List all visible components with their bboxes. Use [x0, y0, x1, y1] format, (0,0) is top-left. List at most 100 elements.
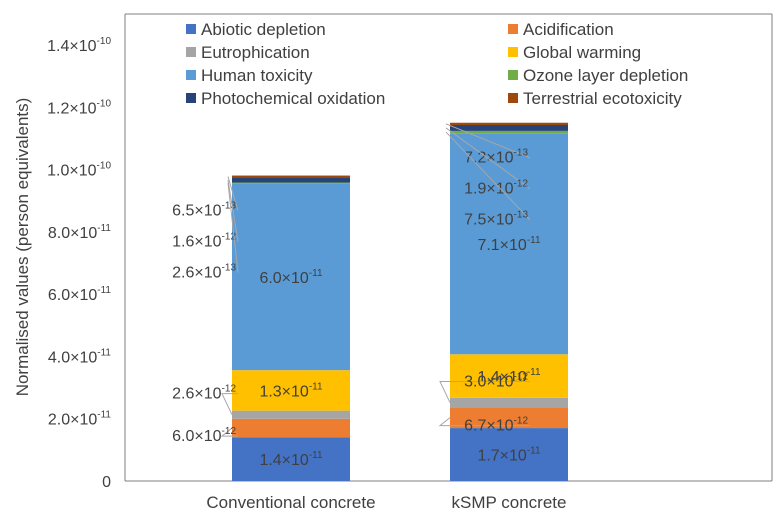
bar-segment — [450, 407, 568, 429]
data-label: 1.7×10-11 — [477, 446, 541, 465]
legend-swatch — [508, 93, 518, 103]
leader-line — [445, 127, 531, 190]
y-tick-label-exponent: -10 — [97, 161, 112, 172]
data-label-exponent: -11 — [309, 450, 323, 461]
y-tick-label-exponent: -11 — [97, 285, 111, 296]
leader-line — [220, 427, 238, 437]
data-label-base: 1.4×10 — [259, 452, 308, 469]
callout-label-base: 7.5×10 — [464, 212, 513, 229]
y-tick-label-base: 0 — [102, 474, 111, 491]
y-tick-label-base: 8.0×10 — [48, 225, 97, 242]
y-tick-label: 1.4×10-10 — [47, 36, 111, 55]
bar-segment — [450, 130, 568, 134]
data-label-exponent: -11 — [309, 381, 323, 392]
bar-segment — [450, 397, 568, 408]
data-label-base: 1.7×10 — [477, 448, 526, 465]
bar-segment — [232, 175, 350, 178]
leader-line — [227, 182, 239, 273]
bar-segment — [232, 437, 350, 481]
callout-label-exponent: -13 — [222, 263, 237, 274]
leader-line — [227, 179, 239, 242]
callout-labels: 6.0×10-122.6×10-126.5×10-131.6×10-122.6×… — [172, 123, 531, 445]
bar-segment — [450, 124, 568, 131]
data-label-exponent: -11 — [527, 235, 541, 246]
legend-swatch — [186, 93, 196, 103]
data-label: 1.3×10-11 — [259, 381, 323, 400]
data-label-base: 6.0×10 — [259, 270, 308, 287]
bar-segment — [450, 428, 568, 481]
legend-label: Global warming — [523, 43, 641, 62]
callout-label-base: 3.0×10 — [464, 374, 513, 391]
callout-label-base: 1.9×10 — [464, 181, 513, 198]
y-tick-label-base: 6.0×10 — [48, 287, 97, 304]
bar-segment — [232, 410, 350, 419]
legend-swatch — [186, 47, 196, 57]
leader-line — [439, 381, 530, 403]
legend-label: Eutrophication — [201, 43, 310, 62]
y-tick-label-base: 4.0×10 — [48, 349, 97, 366]
data-label-base: 1.3×10 — [259, 383, 308, 400]
callout-label: 6.5×10-13 — [172, 201, 236, 220]
bar-segment — [450, 354, 568, 398]
callout-label: 6.7×10-12 — [464, 416, 528, 435]
legend-label: Photochemical oxidation — [201, 89, 385, 108]
callout-label-exponent: -12 — [222, 232, 237, 243]
y-tick-label-exponent: -10 — [97, 98, 112, 109]
y-tick-label-exponent: -11 — [97, 223, 111, 234]
y-tick-label-exponent: -11 — [97, 410, 111, 421]
callout-label-base: 1.6×10 — [172, 234, 221, 251]
legend-label: Acidification — [523, 20, 614, 39]
data-label-exponent: -11 — [527, 367, 541, 378]
callout-label-exponent: -12 — [514, 179, 529, 190]
category-label: Conventional concrete — [206, 493, 375, 512]
data-label-base: 7.1×10 — [477, 237, 526, 254]
bar-segment — [232, 418, 350, 438]
y-tick-label-exponent: -11 — [97, 347, 111, 358]
callout-label-exponent: -12 — [514, 372, 529, 383]
leader-line — [227, 176, 239, 211]
callout-label-base: 6.0×10 — [172, 428, 221, 445]
legend-swatch — [508, 47, 518, 57]
callout-label: 1.6×10-12 — [172, 232, 236, 251]
leader-line — [445, 131, 531, 221]
bar-stacks — [232, 122, 568, 481]
callout-label-base: 2.6×10 — [172, 265, 221, 282]
data-label: 7.1×10-11 — [477, 235, 541, 254]
callout-label-exponent: -13 — [514, 148, 529, 159]
legend-label: Terrestrial ecotoxicity — [523, 89, 682, 108]
callout-label-exponent: -12 — [514, 416, 529, 427]
callout-label: 6.0×10-12 — [172, 426, 236, 445]
bar-segment — [232, 182, 350, 184]
legend-swatch — [186, 70, 196, 80]
y-axis-ticks: 02.0×10-114.0×10-116.0×10-118.0×10-111.0… — [47, 36, 111, 491]
y-tick-label: 1.0×10-10 — [47, 161, 111, 180]
y-tick-label: 2.0×10-11 — [48, 410, 112, 429]
y-tick-label-base: 2.0×10 — [48, 412, 97, 429]
category-labels: Conventional concrete kSMP concrete — [206, 493, 566, 512]
leader-line — [445, 123, 531, 159]
y-tick-label: 8.0×10-11 — [48, 223, 112, 242]
bar-segment — [450, 122, 568, 125]
legend-swatch — [508, 70, 518, 80]
data-label: 1.4×10-11 — [259, 450, 323, 469]
legend-swatch — [508, 24, 518, 34]
bar-segment — [232, 177, 350, 183]
y-tick-label-exponent: -10 — [97, 36, 112, 47]
y-tick-label-base: 1.4×10 — [47, 38, 96, 55]
data-label: 6.0×10-11 — [259, 268, 323, 287]
callout-label: 7.5×10-13 — [464, 210, 528, 229]
callout-label: 2.6×10-13 — [172, 263, 236, 282]
legend-swatch — [186, 24, 196, 34]
callout-label-base: 6.5×10 — [172, 203, 221, 220]
y-tick-label-base: 1.2×10 — [47, 100, 96, 117]
data-label-exponent: -11 — [527, 446, 541, 457]
leader-line — [438, 417, 530, 427]
legend-label: Ozone layer depletion — [523, 66, 688, 85]
data-label-exponent: -11 — [309, 268, 323, 279]
y-tick-label: 1.2×10-10 — [47, 98, 111, 117]
callout-label: 2.6×10-12 — [172, 384, 236, 403]
callout-label-base: 2.6×10 — [172, 386, 221, 403]
callout-label: 7.2×10-13 — [464, 148, 528, 167]
legend-label: Abiotic depletion — [201, 20, 326, 39]
